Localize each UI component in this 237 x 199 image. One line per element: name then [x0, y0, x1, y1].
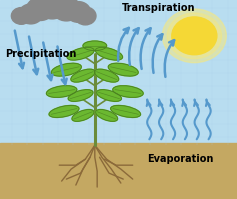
Circle shape: [37, 0, 68, 19]
Ellipse shape: [51, 63, 81, 76]
Circle shape: [162, 9, 226, 63]
Circle shape: [52, 0, 81, 21]
Ellipse shape: [83, 41, 107, 51]
Text: Transpiration: Transpiration: [122, 3, 196, 13]
Ellipse shape: [96, 109, 118, 121]
Ellipse shape: [95, 69, 119, 82]
Ellipse shape: [113, 86, 143, 97]
Ellipse shape: [46, 86, 77, 97]
Text: Evaporation: Evaporation: [147, 154, 213, 164]
Circle shape: [66, 2, 91, 22]
Ellipse shape: [49, 105, 79, 117]
Circle shape: [19, 4, 43, 24]
Circle shape: [11, 8, 31, 24]
Circle shape: [167, 13, 222, 59]
Ellipse shape: [68, 90, 93, 101]
Circle shape: [75, 7, 96, 25]
Ellipse shape: [108, 63, 138, 76]
Circle shape: [27, 0, 54, 20]
Ellipse shape: [96, 47, 123, 60]
Text: Precipitation: Precipitation: [5, 49, 76, 59]
Ellipse shape: [67, 47, 94, 60]
Bar: [0, 0, 237, 145]
Ellipse shape: [71, 69, 95, 82]
Circle shape: [172, 17, 217, 55]
Ellipse shape: [111, 105, 141, 117]
Ellipse shape: [72, 109, 94, 121]
Bar: [0, 143, 237, 199]
Ellipse shape: [97, 90, 121, 101]
